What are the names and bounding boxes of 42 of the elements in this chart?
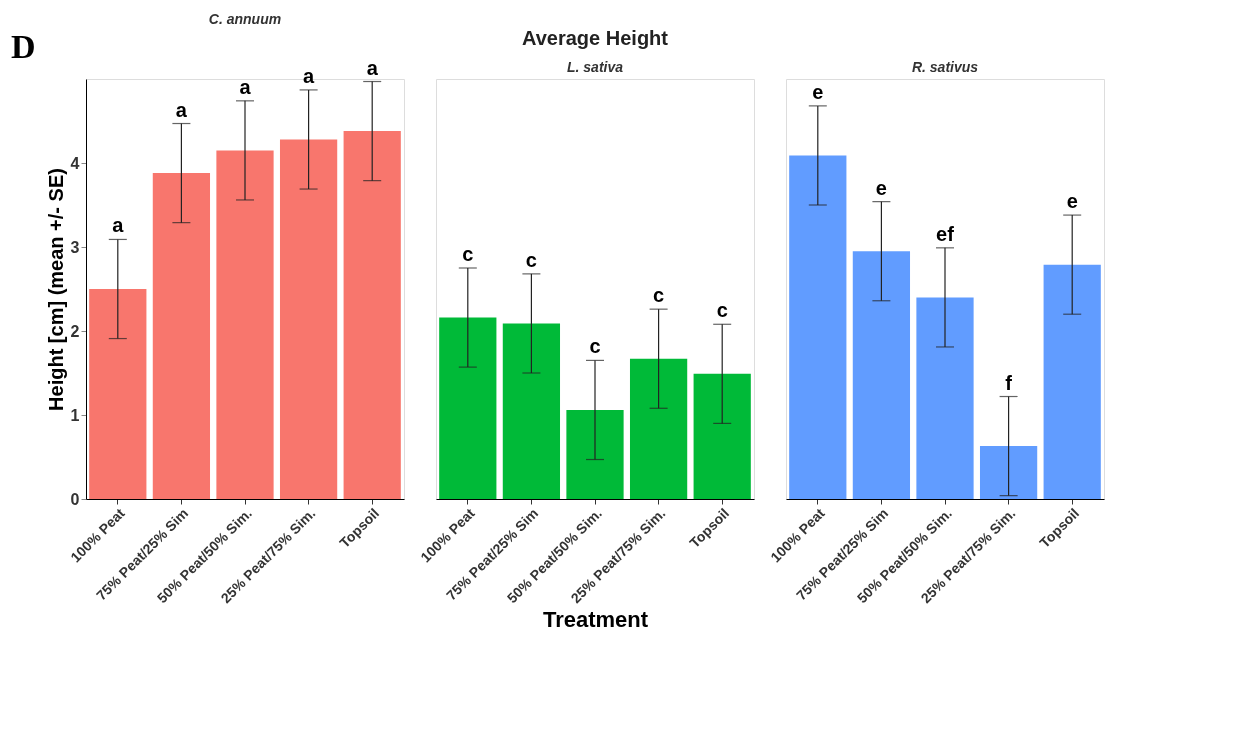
bar xyxy=(789,155,847,499)
bar xyxy=(979,446,1038,499)
annotation: c xyxy=(525,248,537,271)
y-axis-title: Height [cm] (mean +/- SE) xyxy=(44,168,67,411)
bar xyxy=(852,251,911,499)
annotation: a xyxy=(239,75,252,98)
y-tick-label: 2 xyxy=(70,322,80,340)
chart-subtitle: R. sativus xyxy=(911,59,979,75)
bar xyxy=(629,358,688,499)
x-axis-title: Treatment xyxy=(542,607,649,633)
bar xyxy=(693,373,751,499)
annotation: a xyxy=(303,64,316,87)
bar xyxy=(1043,264,1101,499)
annotation: e xyxy=(812,80,824,103)
bar xyxy=(89,289,147,499)
chart-subtitle: L. sativa xyxy=(566,59,624,75)
bar xyxy=(279,139,338,499)
annotation: e xyxy=(875,176,887,199)
annotation: ef xyxy=(936,222,955,245)
annotation: c xyxy=(716,299,728,322)
y-tick-label: 4 xyxy=(70,154,80,172)
bar xyxy=(502,323,561,499)
chart-subtitle: C. annuum xyxy=(208,11,282,27)
y-tick-label: 1 xyxy=(70,406,80,424)
annotation: a xyxy=(112,214,125,237)
bar xyxy=(216,150,274,499)
bar xyxy=(916,297,974,499)
bar xyxy=(152,173,211,499)
annotation: a xyxy=(175,98,188,121)
y-tick-label: 0 xyxy=(70,490,80,508)
annotation: f xyxy=(1005,371,1013,394)
bar xyxy=(566,409,624,499)
annotation: e xyxy=(1066,190,1078,213)
bar xyxy=(343,131,401,499)
annotation: c xyxy=(653,284,665,307)
chart-title: Average Height xyxy=(522,27,669,49)
annotation: a xyxy=(366,56,379,79)
annotation: c xyxy=(462,243,474,265)
annotation: c xyxy=(589,335,601,358)
y-tick-label: 3 xyxy=(70,238,80,256)
text: D xyxy=(11,28,36,65)
bar xyxy=(439,317,497,499)
